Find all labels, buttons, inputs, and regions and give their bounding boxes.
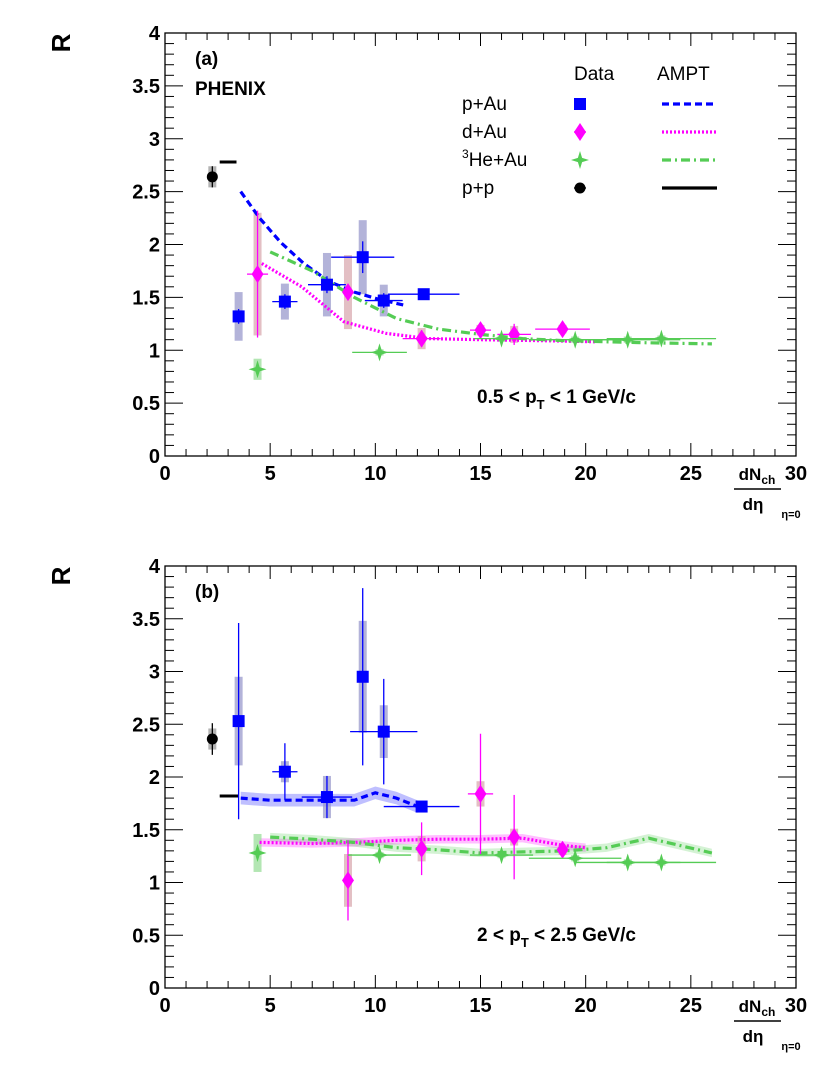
data-point-p+Au (417, 288, 430, 301)
pt-range-annotation: 2 < pT < 2.5 GeV/c (477, 925, 636, 950)
y-tick-label: 2.5 (132, 714, 160, 736)
y-tick-label: 1.5 (132, 287, 160, 309)
y-tick-label: 3.5 (132, 76, 160, 98)
data-point-d+Au (251, 265, 264, 284)
y-tick-label: 1.5 (132, 820, 160, 842)
data-point-d+Au (415, 839, 428, 858)
data-point-p+Au (232, 310, 245, 323)
legend-header-ampt: AMPT (657, 64, 710, 85)
x-tick-label: 30 (785, 463, 807, 485)
data-point-p+p (206, 171, 218, 183)
y-tick-label: 0 (149, 978, 160, 1000)
y-tick-label: 3 (149, 129, 160, 151)
y-tick-label: 0.5 (132, 925, 160, 947)
data-point-3He+Au (248, 360, 267, 379)
x-axis-title-numerator: dNch (739, 465, 776, 487)
ampt-band-3He+Au (270, 832, 712, 858)
x-tick-label: 10 (364, 995, 386, 1017)
y-tick-label: 4 (149, 23, 161, 45)
data-point-d+Au (415, 329, 428, 348)
y-tick-label: 2 (149, 767, 160, 789)
y-tick-label: 2 (149, 235, 160, 257)
panel-label: (b) (195, 582, 219, 603)
y-tick-label: 1 (149, 873, 160, 895)
ampt-curve-p+Au (240, 791, 418, 808)
x-axis-title-denominator: dη (743, 495, 764, 514)
x-tick-label: 10 (364, 463, 386, 485)
data-point-d+Au (556, 840, 569, 859)
data-point-p+Au (415, 800, 428, 813)
x-axis-title-denominator: dη (743, 1027, 764, 1046)
data-point-p+Au (278, 765, 291, 778)
data-point-3He+Au (618, 330, 637, 349)
legend-header-data: Data (574, 64, 615, 85)
x-tick-label: 0 (159, 995, 170, 1017)
data-point-3He+Au (652, 329, 671, 348)
x-tick-label: 25 (680, 463, 702, 485)
x-tick-label: 20 (575, 995, 597, 1017)
data-point-3He+Au (566, 849, 585, 868)
data-point-d+Au (341, 283, 354, 302)
data-point-p+Au (377, 294, 390, 307)
data-point-d+Au (474, 321, 487, 340)
x-tick-label: 0 (159, 463, 170, 485)
ampt-curve-d+Au (260, 262, 597, 344)
y-axis-title: R (46, 566, 76, 585)
data-point-p+Au (356, 670, 369, 683)
x-tick-label: 5 (265, 995, 276, 1017)
x-tick-label: 15 (469, 463, 491, 485)
x-tick-label: 30 (785, 995, 807, 1017)
data-point-d+Au (556, 320, 569, 339)
data-point-p+Au (356, 251, 369, 264)
y-tick-label: 0.5 (132, 393, 160, 415)
y-axis-title: R (46, 33, 76, 52)
y-tick-label: 3 (149, 662, 160, 684)
data-point-3He+Au (248, 844, 267, 862)
y-tick-label: 2.5 (132, 182, 160, 204)
data-point-p+Au (377, 725, 390, 738)
y-tick-label: 0 (149, 446, 160, 468)
x-tick-label: 5 (265, 463, 276, 485)
data-point-p+Au (320, 791, 333, 804)
data-point-3He+Au (492, 846, 511, 865)
legend-label: d+Au (462, 122, 507, 143)
x-axis-title-subscript: η=0 (781, 509, 800, 521)
x-tick-label: 20 (575, 463, 597, 485)
data-point-3He+Au (652, 853, 671, 872)
data-point-3He+Au (370, 846, 389, 865)
data-point-d+Au (341, 871, 354, 890)
x-tick-label: 25 (680, 995, 702, 1017)
data-point-d+Au (474, 784, 487, 803)
panel-label: (a) (195, 49, 218, 70)
data-point-3He+Au (492, 329, 511, 348)
data-point-d+Au (508, 828, 521, 847)
x-axis-title-numerator: dNch (739, 997, 776, 1019)
x-tick-label: 15 (469, 995, 491, 1017)
data-point-p+Au (232, 715, 245, 728)
y-tick-label: 4 (149, 556, 161, 578)
legend-label: p+Au (462, 94, 507, 115)
ampt-curve-p+Au (239, 190, 408, 308)
x-axis-title-subscript: η=0 (781, 1041, 800, 1053)
legend-label: 3He+Au (462, 147, 527, 171)
data-point-p+Au (320, 278, 333, 291)
y-tick-label: 1 (149, 340, 160, 362)
pt-range-annotation: 0.5 < pT < 1 GeV/c (477, 387, 636, 412)
legend: Data AMPT p+Au d+Au 3He+Au p+p (462, 64, 717, 199)
experiment-label: PHENIX (195, 79, 266, 100)
data-point-3He+Au (370, 343, 389, 362)
y-tick-label: 3.5 (132, 609, 160, 631)
data-point-p+p (206, 733, 218, 745)
legend-label: p+p (462, 178, 494, 199)
data-point-p+Au (278, 295, 291, 308)
